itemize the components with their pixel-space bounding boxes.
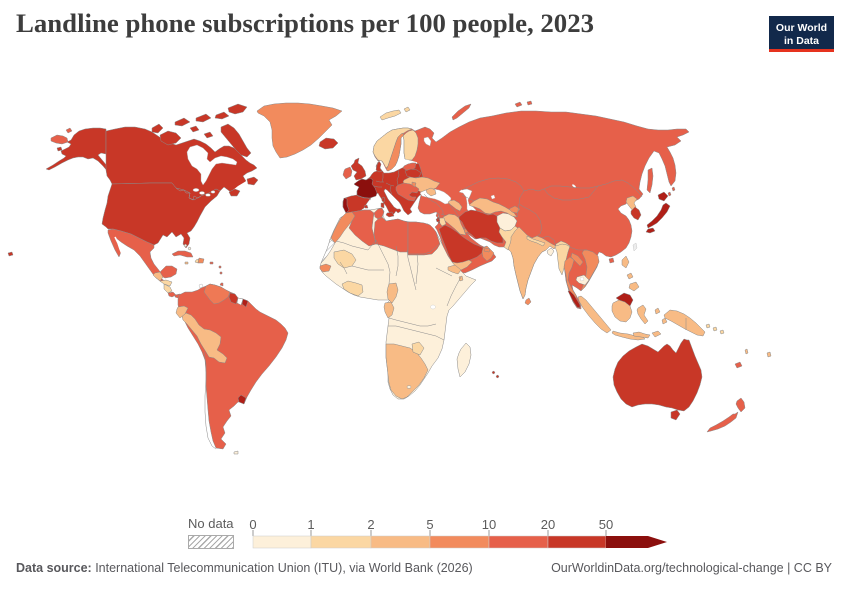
svg-text:20: 20 xyxy=(541,517,555,532)
svg-text:50: 50 xyxy=(599,517,613,532)
svg-text:0: 0 xyxy=(249,517,256,532)
svg-text:2: 2 xyxy=(367,517,374,532)
svg-text:1: 1 xyxy=(307,517,314,532)
svg-text:10: 10 xyxy=(482,517,496,532)
svg-text:5: 5 xyxy=(426,517,433,532)
